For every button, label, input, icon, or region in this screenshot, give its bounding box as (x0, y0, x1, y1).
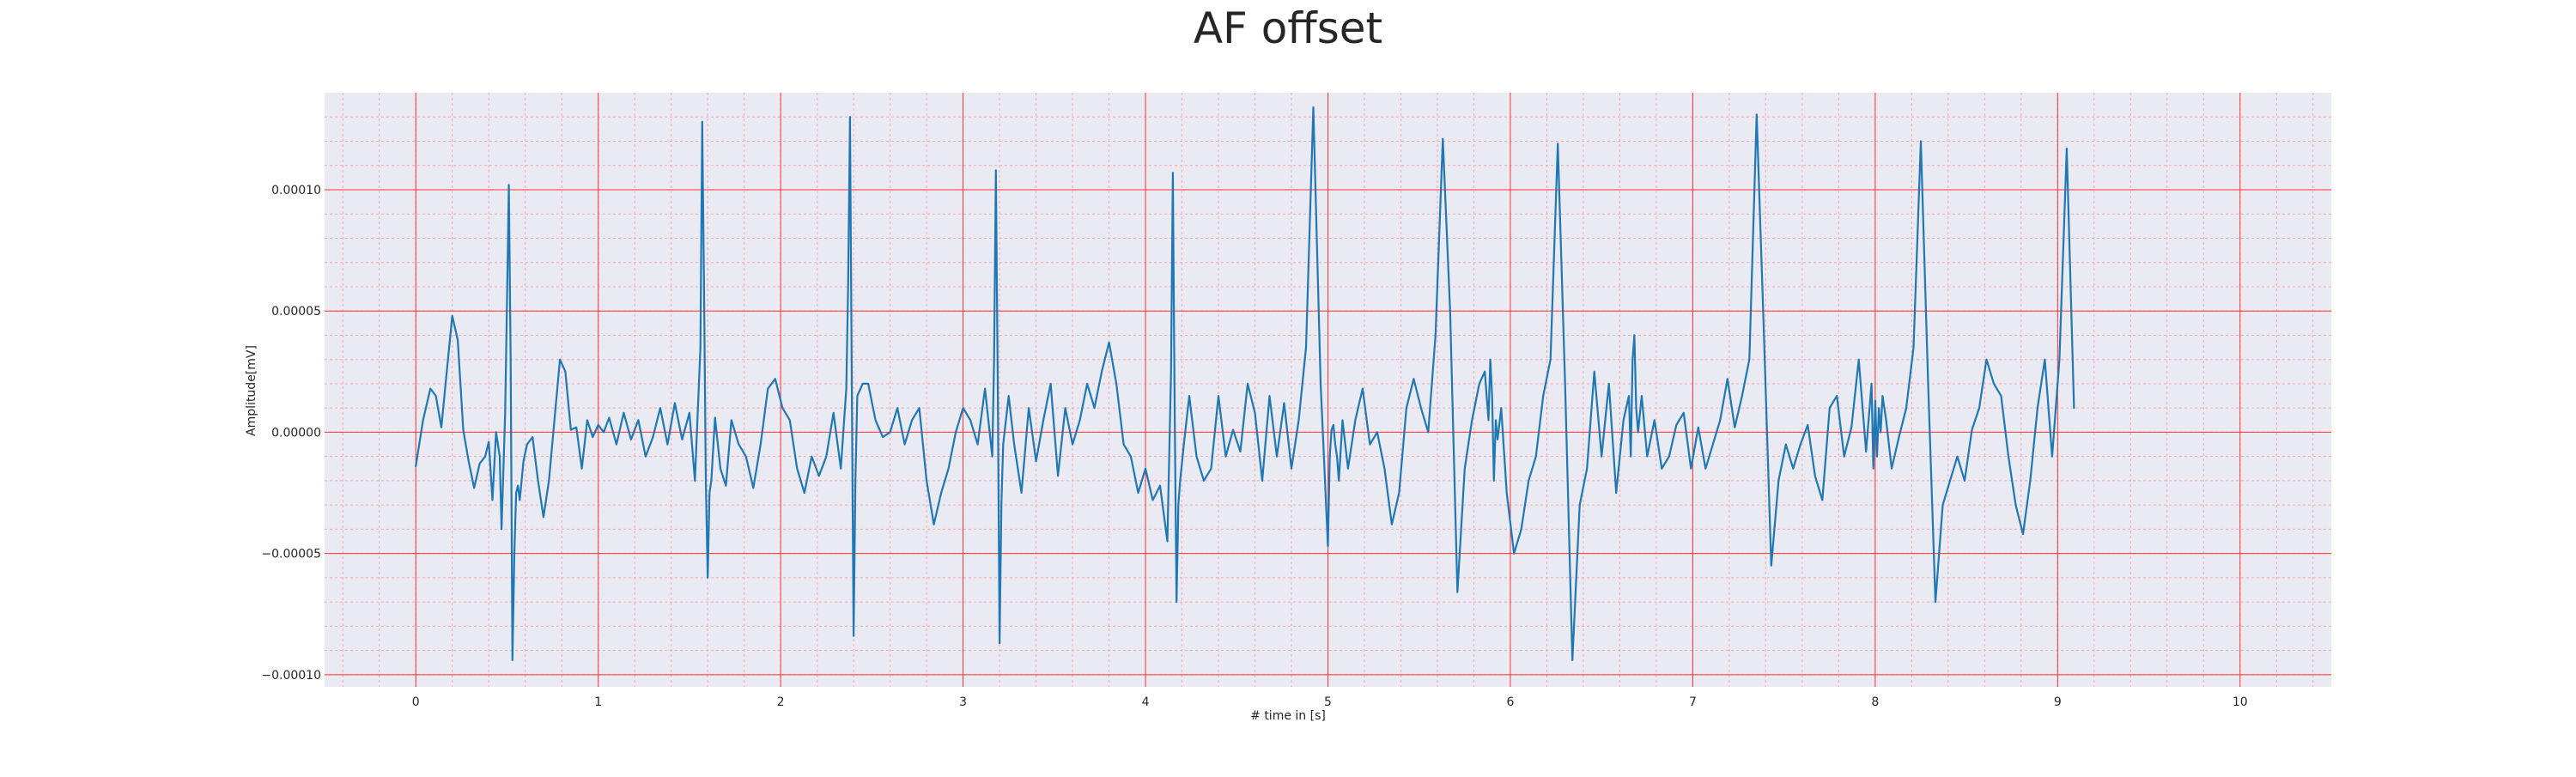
y-tick-label: −0.00005 (261, 548, 321, 562)
ecg-series-line (415, 106, 2075, 662)
major-grid-y (325, 189, 2331, 676)
y-axis-ticks: −0.00010 −0.00005 0.00000 0.00005 0.00010 (261, 184, 321, 683)
x-tick-label: 9 (2054, 695, 2062, 709)
y-tick-label: −0.00010 (261, 669, 321, 683)
series-group (415, 106, 2075, 662)
x-tick-label: 0 (412, 695, 420, 709)
x-tick-label: 1 (594, 695, 602, 709)
y-tick-label: 0.00000 (271, 426, 321, 440)
chart-title: AF offset (1194, 3, 1382, 53)
y-tick-label: 0.00005 (271, 305, 321, 319)
x-tick-label: 8 (1871, 695, 1879, 709)
x-tick-label: 2 (777, 695, 785, 709)
y-tick-label: 0.00010 (271, 184, 321, 197)
x-tick-label: 6 (1506, 695, 1514, 709)
x-axis-label: # time in [s] (1250, 709, 1326, 723)
x-tick-label: 3 (959, 695, 967, 709)
major-grid-x (415, 93, 2241, 687)
x-axis-ticks: 0 1 2 3 4 5 6 7 8 9 10 (412, 695, 2248, 709)
y-axis-label: Amplitude[mV] (245, 345, 258, 436)
x-tick-label: 10 (2233, 695, 2248, 709)
x-tick-label: 4 (1142, 695, 1150, 709)
x-tick-label: 5 (1324, 695, 1332, 709)
x-tick-label: 7 (1689, 695, 1697, 709)
